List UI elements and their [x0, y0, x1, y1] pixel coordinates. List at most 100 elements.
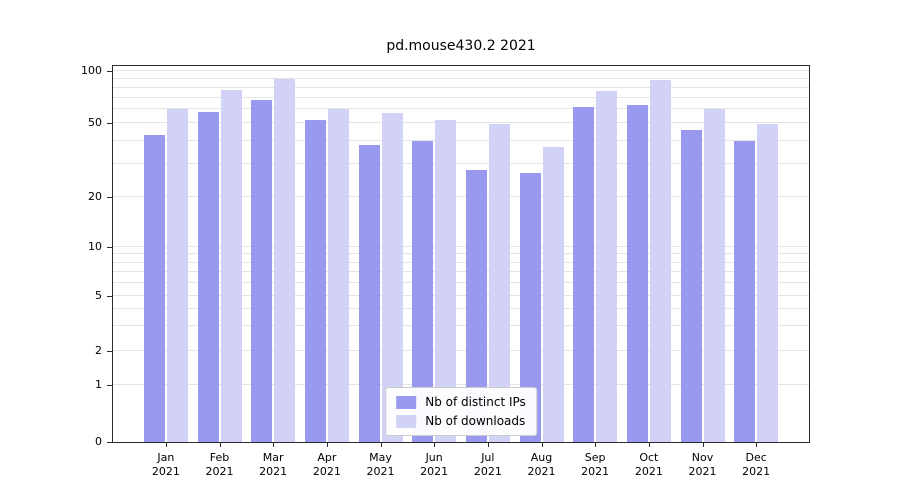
bar-distinct-ips-nov — [680, 129, 702, 442]
gridline-30 — [113, 163, 809, 165]
x-tick-label-sep: Sep 2021 — [573, 451, 617, 479]
gridline-6 — [113, 281, 809, 283]
x-tick-mark-feb — [219, 443, 221, 447]
chart-title: pd.mouse430.2 2021 — [386, 38, 536, 54]
x-tick-label-feb: Feb 2021 — [198, 451, 242, 479]
bar-downloads-jul — [488, 124, 510, 442]
x-tick-month: Oct — [639, 451, 659, 464]
x-tick-year: 2021 — [205, 465, 234, 478]
legend-item-downloads: Nb of downloads — [396, 414, 526, 428]
x-tick-mark-jan — [165, 443, 167, 447]
bar-distinct-ips-sep — [573, 106, 595, 442]
x-tick-mark-nov — [702, 443, 704, 447]
x-tick-year: 2021 — [366, 465, 395, 478]
y-tick-label-20: 20 — [88, 190, 102, 204]
bar-downloads-aug — [542, 147, 564, 442]
bar-downloads-sep — [596, 91, 618, 442]
x-tick-label-aug: Aug 2021 — [520, 451, 564, 479]
gridline-2 — [113, 349, 809, 351]
y-tick-mark-0 — [107, 442, 112, 443]
y-tick-label-10: 10 — [88, 239, 102, 253]
x-tick-mark-may — [380, 443, 382, 447]
bar-distinct-ips-jan — [143, 135, 165, 442]
x-tick-label-apr: Apr 2021 — [305, 451, 349, 479]
bar-distinct-ips-jul — [465, 169, 487, 442]
bar-distinct-ips-oct — [626, 105, 648, 442]
x-tick-month: Apr — [317, 451, 337, 464]
y-tick-label-5: 5 — [95, 288, 102, 302]
legend-label-downloads: Nb of downloads — [425, 414, 526, 428]
bar-downloads-nov — [703, 109, 725, 442]
bar-downloads-jun — [435, 119, 457, 442]
y-tick-mark-100 — [107, 70, 112, 72]
gridline-60 — [113, 108, 809, 110]
x-tick-year: 2021 — [473, 465, 502, 478]
x-tick-label-may: May 2021 — [359, 451, 403, 479]
bar-downloads-mar — [274, 78, 296, 442]
gridline-40 — [113, 139, 809, 141]
x-tick-mark-jun — [434, 443, 436, 447]
x-tick-mark-apr — [326, 443, 328, 447]
legend: Nb of distinct IPs Nb of downloads — [385, 387, 537, 436]
bar-distinct-ips-feb — [197, 111, 219, 442]
bar-distinct-ips-may — [358, 145, 380, 442]
y-tick-label-100: 100 — [81, 63, 102, 77]
x-tick-label-nov: Nov 2021 — [681, 451, 725, 479]
y-tick-label-0: 0 — [95, 435, 102, 448]
legend-item-distinct-ips: Nb of distinct IPs — [396, 395, 526, 409]
bar-distinct-ips-dec — [734, 140, 756, 442]
bar-downloads-may — [381, 112, 403, 442]
x-tick-mark-aug — [541, 443, 543, 447]
bar-downloads-apr — [327, 109, 349, 442]
y-tick-mark-50 — [107, 122, 112, 124]
x-tick-year: 2021 — [581, 465, 610, 478]
x-tick-year: 2021 — [420, 465, 449, 478]
gridline-50 — [113, 121, 809, 123]
x-tick-mark-sep — [595, 443, 597, 447]
x-tick-mark-dec — [756, 443, 758, 447]
gridline-8 — [113, 261, 809, 263]
gridline-70 — [113, 96, 809, 98]
gridline-1 — [113, 384, 809, 386]
x-tick-month: Dec — [745, 451, 767, 464]
x-tick-year: 2021 — [259, 465, 288, 478]
x-tick-year: 2021 — [527, 465, 556, 478]
x-tick-month: Jan — [157, 451, 175, 464]
y-tick-label-1: 1 — [95, 378, 102, 392]
x-tick-month: Sep — [584, 451, 606, 464]
x-tick-year: 2021 — [634, 465, 663, 478]
gridline-4 — [113, 308, 809, 310]
gridline-80 — [113, 86, 809, 88]
x-tick-mark-jul — [487, 443, 489, 447]
x-tick-label-jul: Jul 2021 — [466, 451, 510, 479]
y-tick-mark-1 — [107, 385, 112, 387]
x-tick-mark-oct — [648, 443, 650, 447]
plot-area: Nb of distinct IPs Nb of downloads — [112, 65, 810, 443]
bar-downloads-jan — [166, 109, 188, 442]
legend-swatch-downloads — [396, 414, 417, 428]
x-tick-month: Jul — [481, 451, 495, 464]
gridline-5 — [113, 294, 809, 296]
y-tick-label-2: 2 — [95, 343, 102, 357]
x-tick-label-oct: Oct 2021 — [627, 451, 671, 479]
x-tick-year: 2021 — [151, 465, 180, 478]
gridline-100 — [113, 69, 809, 71]
legend-label-distinct-ips: Nb of distinct IPs — [425, 395, 526, 409]
gridline-10 — [113, 245, 809, 247]
gridline-20 — [113, 196, 809, 198]
x-tick-label-jan: Jan 2021 — [144, 451, 188, 479]
x-tick-month: May — [369, 451, 392, 464]
y-tick-mark-20 — [107, 197, 112, 199]
y-tick-mark-10 — [107, 246, 112, 248]
y-tick-mark-2 — [107, 350, 112, 352]
x-tick-month: Nov — [691, 451, 714, 464]
x-tick-mark-mar — [273, 443, 275, 447]
x-tick-label-jun: Jun 2021 — [412, 451, 456, 479]
bar-distinct-ips-jun — [412, 140, 434, 442]
bar-downloads-dec — [757, 124, 779, 442]
gridline-90 — [113, 77, 809, 79]
x-tick-month: Aug — [530, 451, 553, 464]
x-tick-label-dec: Dec 2021 — [734, 451, 778, 479]
y-tick-label-50: 50 — [88, 115, 102, 129]
